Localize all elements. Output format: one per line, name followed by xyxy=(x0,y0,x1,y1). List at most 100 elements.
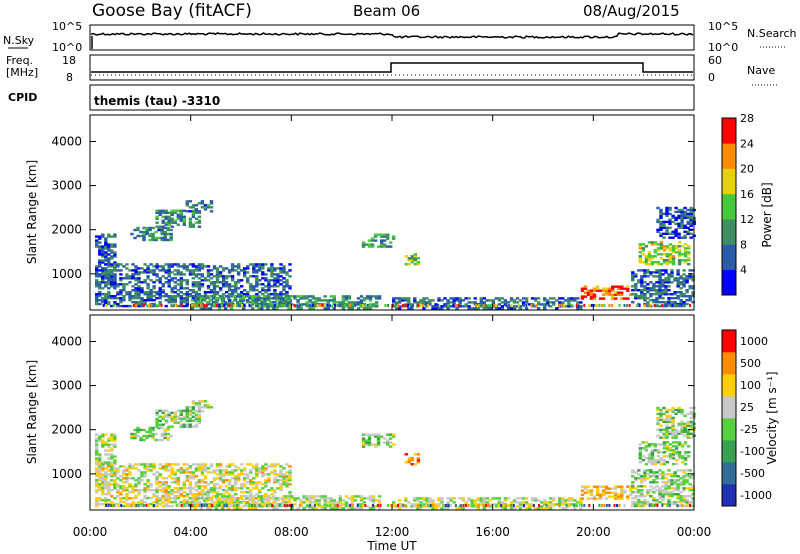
heatmap-cell xyxy=(197,417,202,420)
heatmap-cell xyxy=(598,497,603,500)
heatmap-cell xyxy=(149,293,153,296)
colorbar-segment xyxy=(722,330,736,353)
heatmap-cell xyxy=(685,302,689,306)
heatmap-cell xyxy=(680,432,684,435)
heatmap-cell xyxy=(659,243,664,246)
heatmap-cell xyxy=(685,289,689,292)
cpid-label: CPID xyxy=(8,91,37,104)
heatmap-cell xyxy=(254,299,258,302)
heatmap-cell xyxy=(417,304,420,307)
heatmap-cell xyxy=(113,285,117,288)
heatmap-cell xyxy=(200,283,205,286)
heatmap-cell xyxy=(377,499,382,502)
heatmap-cell xyxy=(185,301,189,304)
heatmap-cell xyxy=(668,426,672,429)
heatmap-cell xyxy=(161,225,165,228)
heatmap-cell xyxy=(164,209,168,212)
heatmap-cell xyxy=(367,239,372,242)
heatmap-cell xyxy=(682,293,686,296)
heatmap-cell xyxy=(691,501,695,504)
heatmap-cell xyxy=(641,247,646,250)
heatmap-cell xyxy=(125,473,129,476)
heatmap-cell xyxy=(194,208,199,211)
heatmap-cell xyxy=(170,225,174,228)
heatmap-cell xyxy=(485,304,488,307)
heatmap-cell xyxy=(428,301,432,304)
heatmap-cell xyxy=(617,291,621,294)
heatmap-cell xyxy=(382,243,387,246)
heatmap-cell xyxy=(104,267,108,270)
heatmap-cell xyxy=(467,504,470,507)
heatmap-cell xyxy=(677,443,682,446)
heatmap-cell xyxy=(595,497,600,500)
heatmap-cell xyxy=(95,485,99,488)
heatmap-cell xyxy=(673,483,677,486)
heatmap-cell xyxy=(197,211,202,214)
heatmap-cell xyxy=(392,503,396,506)
heatmap-cell xyxy=(119,475,123,478)
heatmap-cell xyxy=(687,259,691,262)
heatmap-cell xyxy=(203,491,208,494)
heatmap-cell xyxy=(170,425,174,428)
heatmap-cell xyxy=(558,499,562,502)
heatmap-cell xyxy=(419,304,422,307)
heatmap-cell xyxy=(683,251,688,254)
heatmap-cell xyxy=(555,503,559,506)
heatmap-cell xyxy=(689,432,693,435)
heatmap-cell xyxy=(107,253,111,256)
heatmap-cell xyxy=(158,302,162,306)
heatmap-cell xyxy=(404,299,408,302)
heatmap-cell xyxy=(116,283,120,286)
heatmap-cell xyxy=(475,504,477,507)
heatmap-cell xyxy=(653,251,658,254)
heatmap-cell xyxy=(197,285,202,288)
heatmap-cell xyxy=(224,491,229,494)
heatmap-cell xyxy=(364,304,367,307)
heatmap-cell xyxy=(221,475,226,478)
heatmap-cell xyxy=(665,228,669,231)
heatmap-cell xyxy=(176,215,180,218)
heatmap-cell xyxy=(101,275,105,278)
heatmap-cell xyxy=(656,443,661,446)
heatmap-cell xyxy=(158,473,162,476)
heatmap-cell xyxy=(281,301,285,304)
heatmap-cell xyxy=(188,483,193,486)
heatmap-cell xyxy=(224,479,229,482)
heatmap-cell xyxy=(671,230,675,233)
heatmap-cell xyxy=(682,475,686,478)
heatmap-cell xyxy=(233,304,236,307)
heatmap-cell xyxy=(389,504,392,507)
heatmap-cell xyxy=(470,503,474,506)
heatmap-cell xyxy=(205,301,210,304)
heatmap-cell xyxy=(449,497,453,500)
heatmap-cell xyxy=(182,293,186,296)
heatmap-cell xyxy=(502,504,505,507)
heatmap-cell xyxy=(223,505,228,508)
heatmap-cell xyxy=(662,461,667,464)
heatmap-cell xyxy=(134,273,138,276)
heatmap-cell xyxy=(629,293,633,296)
heatmap-cell xyxy=(196,299,201,302)
heatmap-cell xyxy=(552,297,556,300)
heatmap-cell xyxy=(152,265,156,268)
heatmap-cell xyxy=(282,277,286,280)
heatmap-cell xyxy=(191,206,196,209)
heatmap-cell xyxy=(149,295,153,298)
heatmap-cell xyxy=(314,303,318,306)
heatmap-cell xyxy=(134,283,138,286)
heatmap-cell xyxy=(140,502,144,506)
heatmap-cell xyxy=(611,304,613,307)
heatmap-cell xyxy=(646,287,650,290)
heatmap-cell xyxy=(640,491,644,494)
heatmap-cell xyxy=(200,493,205,496)
heatmap-cell xyxy=(649,299,653,302)
heatmap-cell xyxy=(107,259,111,262)
heatmap-cell xyxy=(110,255,114,258)
heatmap-cell xyxy=(666,504,669,507)
heatmap-cell xyxy=(532,504,535,507)
heatmap-cell xyxy=(218,465,223,468)
heatmap-cell xyxy=(151,426,155,430)
heatmap-cell xyxy=(604,491,609,494)
heatmap-cell xyxy=(176,295,180,298)
heatmap-cell xyxy=(283,504,286,507)
